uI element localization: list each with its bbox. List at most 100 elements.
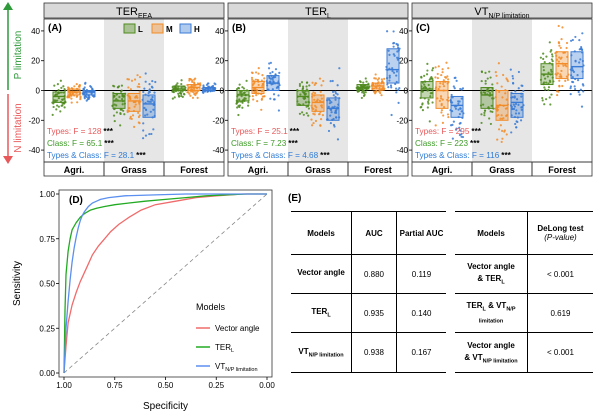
data-point (148, 89, 151, 92)
data-point (429, 77, 432, 80)
data-point (505, 77, 508, 80)
data-point (381, 86, 384, 90)
data-point (451, 137, 454, 140)
data-point (261, 74, 264, 77)
data-point (374, 77, 377, 80)
legend-label: M (166, 25, 173, 34)
data-point (397, 88, 400, 92)
data-point (548, 41, 551, 44)
data-point (490, 104, 493, 107)
roc-legend-title: Models (196, 302, 226, 312)
data-point (255, 89, 259, 92)
data-point (239, 90, 242, 93)
data-point (539, 56, 542, 59)
delong-header-test: DeLong test (P-value) (527, 211, 593, 255)
data-point (488, 117, 491, 120)
data-point (555, 90, 559, 93)
data-point (320, 97, 324, 100)
data-point (447, 67, 450, 70)
data-point (66, 86, 70, 89)
data-point (67, 96, 70, 99)
data-point (491, 83, 494, 86)
data-point (190, 85, 193, 88)
data-point (268, 76, 271, 80)
data-point (76, 101, 79, 104)
data-point (89, 85, 92, 88)
data-point (421, 81, 424, 84)
data-point (57, 89, 60, 92)
data-point (314, 104, 317, 107)
data-point (480, 79, 483, 83)
y-tick-label: -20 (396, 116, 408, 125)
data-point (482, 91, 485, 94)
data-point (547, 86, 551, 89)
data-point (330, 111, 333, 114)
data-point (505, 114, 509, 117)
data-point (144, 114, 147, 117)
data-point (307, 107, 311, 110)
data-point (335, 111, 338, 115)
data-point (423, 83, 426, 86)
data-point (446, 113, 450, 116)
data-point (442, 79, 445, 82)
data-point (580, 105, 584, 108)
data-point (138, 114, 141, 117)
data-point (542, 52, 545, 55)
data-point (421, 102, 424, 105)
data-point (90, 92, 93, 95)
data-point (564, 79, 567, 82)
data-point (480, 70, 484, 74)
data-point (360, 84, 363, 88)
data-point (138, 85, 141, 89)
data-point (556, 72, 559, 75)
data-point (120, 98, 124, 101)
data-point (261, 82, 264, 86)
data-point (429, 95, 432, 98)
data-point (313, 92, 317, 95)
data-point (386, 83, 389, 86)
data-point (487, 90, 490, 93)
data-point (56, 99, 59, 102)
data-point (436, 72, 439, 76)
data-point (142, 90, 145, 94)
data-point (565, 41, 569, 45)
data-point (193, 82, 196, 85)
data-point (322, 79, 325, 83)
data-point (387, 62, 391, 65)
data-point (245, 79, 248, 82)
data-point (574, 35, 577, 39)
data-point (151, 79, 154, 83)
data-point (301, 85, 305, 88)
data-point (79, 95, 82, 98)
data-point (150, 132, 153, 136)
category-strip (411, 161, 593, 177)
data-point (550, 93, 553, 96)
data-point (239, 92, 242, 95)
data-point (442, 85, 446, 88)
data-point (193, 78, 196, 81)
data-point (311, 81, 314, 84)
x-tick-label: 0.75 (107, 381, 123, 390)
data-point (445, 61, 448, 64)
data-point (113, 95, 116, 98)
data-point (320, 84, 323, 87)
box-M (311, 94, 325, 112)
data-point (578, 39, 581, 42)
anova-stat: Class: F = 223 (415, 139, 468, 148)
data-point (144, 134, 148, 137)
data-point (53, 84, 56, 87)
data-point (395, 74, 398, 77)
data-point (202, 91, 205, 95)
category-label: Grass (121, 165, 147, 175)
data-point (362, 91, 366, 95)
data-point (558, 85, 561, 88)
n-limitation-label: N limitation (13, 103, 24, 152)
data-point (127, 86, 130, 89)
p-limitation-label: P limitation (13, 31, 24, 80)
data-point (85, 92, 88, 95)
data-point (459, 87, 462, 91)
data-point (116, 86, 120, 89)
data-point (274, 68, 278, 71)
data-point (314, 82, 317, 85)
data-point (511, 96, 514, 99)
